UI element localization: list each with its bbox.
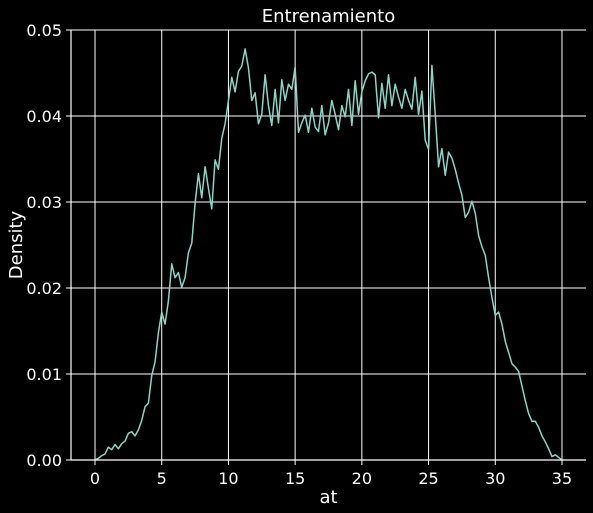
density-line: [94, 48, 563, 461]
x-tick-label: 30: [485, 469, 505, 488]
series-layer: [94, 48, 563, 461]
y-tick-label: 0.04: [26, 107, 62, 126]
axes: [70, 30, 586, 461]
y-axis-label: Density: [6, 210, 27, 279]
x-tick-label: 15: [285, 469, 305, 488]
x-tick-label: 35: [552, 469, 572, 488]
y-tick-label: 0.05: [26, 21, 62, 40]
grid: [71, 29, 586, 461]
x-axis-label: at: [319, 487, 337, 508]
x-tick-label: 25: [418, 469, 438, 488]
y-tick-label: 0.03: [26, 193, 62, 212]
chart-title: Entrenamiento: [262, 6, 395, 27]
x-tick-label: 0: [90, 469, 100, 488]
y-tick-label: 0.01: [26, 365, 62, 384]
x-tick-label: 20: [352, 469, 372, 488]
x-tick-label: 5: [157, 469, 167, 488]
y-tick-label: 0.00: [26, 451, 62, 470]
y-tick-label: 0.02: [26, 279, 62, 298]
x-tick-label: 10: [218, 469, 238, 488]
ticks: 0 5 10 15 20 25 30 35 0.00 0.01 0.02 0.03 0.04 0.05: [26, 21, 572, 488]
